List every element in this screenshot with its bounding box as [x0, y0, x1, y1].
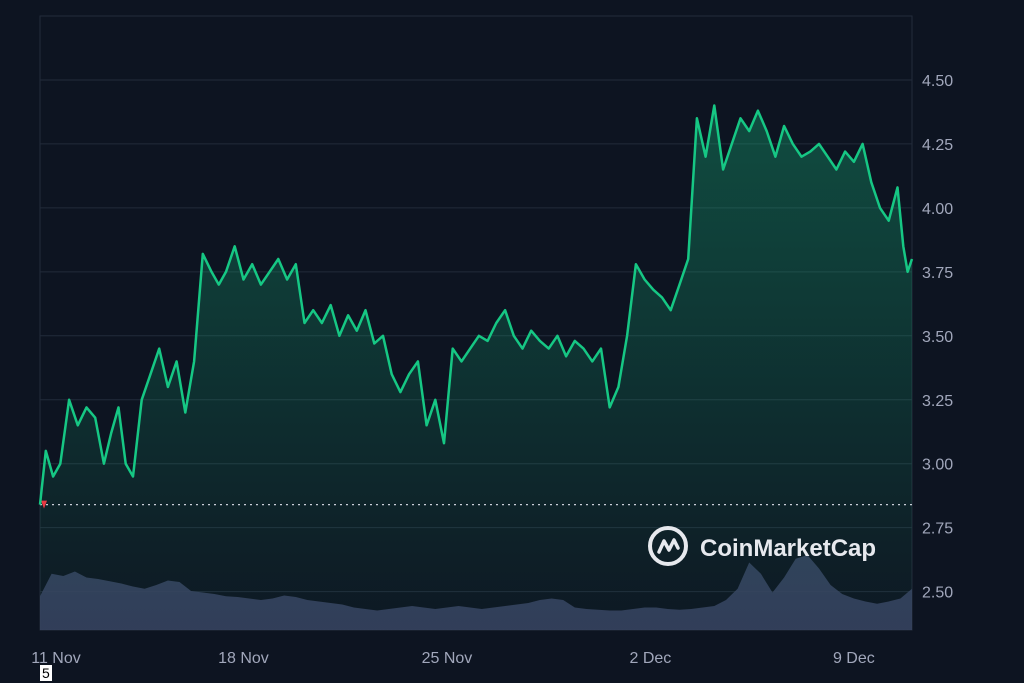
price-area	[40, 105, 912, 630]
y-tick-label: 3.00	[922, 457, 953, 474]
stray-label: 5	[40, 665, 52, 681]
price-area-fill	[40, 105, 912, 630]
y-tick-label: 3.50	[922, 329, 953, 346]
y-tick-label: 4.00	[922, 201, 953, 218]
brand-watermark: CoinMarketCap	[648, 526, 876, 566]
baseline-reference	[40, 500, 912, 509]
y-tick-label: 3.75	[922, 265, 953, 282]
x-axis-ticks: 11 Nov 18 Nov 25 Nov 2 Dec 9 Dec	[31, 650, 875, 667]
x-tick-label: 18 Nov	[218, 650, 269, 667]
y-tick-label: 2.75	[922, 521, 953, 538]
x-tick-label: 9 Dec	[833, 650, 875, 667]
x-tick-label: 2 Dec	[630, 650, 672, 667]
price-line	[38, 104, 914, 505]
y-tick-label: 4.50	[922, 73, 953, 90]
x-tick-label: 11 Nov	[31, 650, 81, 667]
x-tick-label: 25 Nov	[422, 650, 473, 667]
y-tick-label: 3.25	[922, 393, 953, 410]
coinmarketcap-logo-icon	[648, 526, 688, 566]
price-series	[38, 104, 914, 505]
brand-name: CoinMarketCap	[700, 535, 876, 562]
y-tick-label: 4.25	[922, 137, 953, 154]
y-tick-label: 2.50	[922, 585, 953, 602]
start-marker-icon	[41, 500, 47, 509]
y-axis-ticks: 2.50 2.75 3.00 3.25 3.50 3.75 4.00 4.25 4.50	[922, 73, 953, 602]
